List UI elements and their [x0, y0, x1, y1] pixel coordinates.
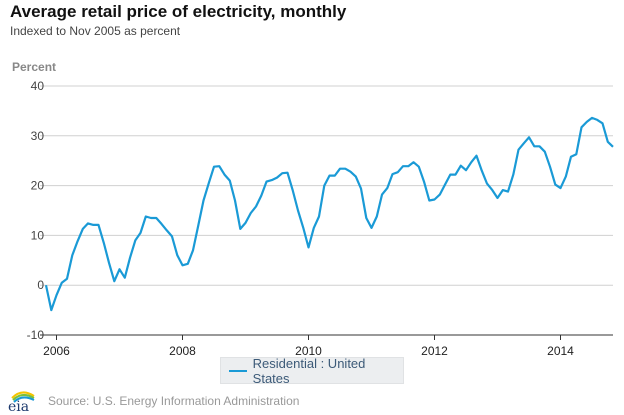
- legend-swatch: [229, 369, 247, 372]
- x-tick-label: 2010: [295, 344, 322, 358]
- chart-title: Average retail price of electricity, mon…: [10, 2, 347, 21]
- source-text: Source: U.S. Energy Information Administ…: [48, 394, 300, 408]
- footer: eia Source: U.S. Energy Information Admi…: [6, 390, 299, 412]
- y-tick-label: -10: [27, 328, 45, 342]
- eia-logo-icon: eia: [8, 391, 35, 412]
- series-line-residential: [44, 116, 614, 312]
- x-tick-label: 2008: [169, 344, 196, 358]
- chart-subtitle: Indexed to Nov 2005 as percent: [10, 24, 181, 38]
- svg-text:eia: eia: [8, 399, 29, 412]
- y-tick-label: 10: [31, 228, 45, 242]
- x-tick-label: 2014: [547, 344, 574, 358]
- y-tick-label: 40: [31, 79, 45, 93]
- y-tick-label: 20: [31, 179, 45, 193]
- legend[interactable]: Residential : United States: [220, 355, 404, 386]
- legend-label: Residential : United States: [252, 355, 366, 386]
- x-tick-label: 2012: [421, 344, 448, 358]
- y-axis-label: Percent: [12, 60, 57, 74]
- x-tick-label: 2006: [43, 344, 70, 358]
- y-tick-label: 30: [31, 129, 45, 143]
- y-tick-label: 0: [37, 278, 44, 292]
